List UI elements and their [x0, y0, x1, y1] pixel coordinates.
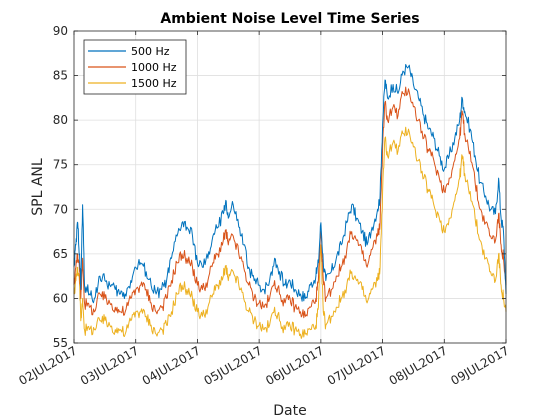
y-tick-label: 65	[53, 247, 68, 261]
y-tick-label: 70	[53, 202, 68, 216]
axes-box	[73, 30, 507, 344]
series-line-1000-hz	[73, 86, 507, 319]
series-line-500-hz	[73, 64, 507, 304]
series-line-1500-hz	[73, 126, 507, 339]
y-tick-label: 60	[53, 291, 68, 305]
y-tick-label: 80	[53, 113, 68, 127]
y-tick-label: 85	[53, 69, 68, 83]
y-tick-label: 55	[53, 336, 68, 350]
legend: 500 Hz 1000 Hz 1500 Hz	[83, 39, 187, 95]
x-axis-label: Date	[273, 403, 306, 419]
series-layer	[73, 64, 507, 339]
legend-label: 1500 Hz	[131, 77, 177, 90]
legend-label: 1000 Hz	[131, 61, 177, 74]
y-tick-label: 90	[53, 24, 68, 38]
chart-title: Ambient Noise Level Time Series	[160, 11, 419, 27]
y-axis-label: SPL ANL	[30, 158, 46, 216]
y-tick-label: 75	[53, 158, 68, 172]
legend-label: 500 Hz	[131, 45, 170, 58]
